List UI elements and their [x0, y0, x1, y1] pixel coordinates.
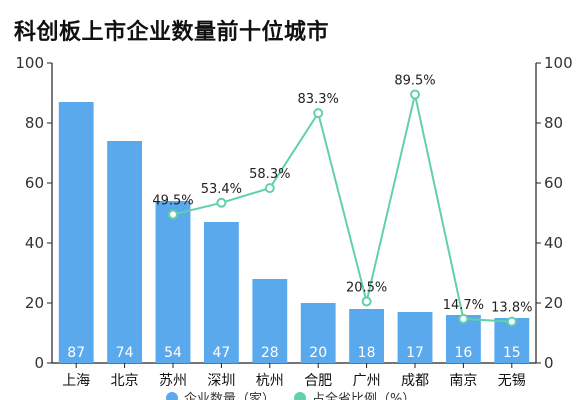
right-tick-label: 80 [544, 114, 563, 132]
left-tick-label: 80 [25, 114, 44, 132]
x-tick-label: 北京 [111, 373, 139, 389]
bar-value-label: 16 [454, 345, 472, 361]
bar-value-label: 18 [358, 345, 376, 361]
legend: 企业数量（家） 占全省比例（%） [166, 391, 415, 400]
bar [155, 201, 191, 363]
right-tick-label: 40 [544, 234, 563, 252]
line-value-label: 53.4% [201, 182, 242, 197]
line-value-label: 13.8% [491, 301, 532, 316]
line-point [410, 89, 420, 100]
x-tick-label: 上海 [62, 373, 90, 389]
bar-value-label: 47 [212, 345, 230, 361]
legend-label-line: 占全省比例（%） [312, 391, 415, 400]
x-tick-label: 南京 [449, 373, 477, 389]
bar-value-label: 15 [503, 345, 521, 361]
line-value-label: 20.5% [346, 281, 387, 296]
bar [349, 309, 385, 363]
right-tick-label: 100 [544, 54, 573, 72]
bar-value-label: 20 [309, 345, 327, 361]
bar-series [58, 102, 530, 363]
line-point [506, 316, 517, 327]
ratio-line [172, 94, 512, 323]
left-tick-label: 0 [34, 354, 44, 372]
right-tick-label: 0 [544, 354, 554, 372]
right-tick-label: 60 [544, 174, 563, 192]
legend-swatch-bar [166, 392, 178, 400]
chart-title: 科创板上市企业数量前十位城市 [14, 20, 330, 45]
x-tick-label: 杭州 [256, 373, 284, 389]
line-point [361, 296, 372, 307]
line-point [264, 183, 275, 194]
data-labels: 87 74 54 47 28 20 18 17 16 15 49.5% 53.4% 58.3% 83.3%… [67, 74, 532, 362]
x-tick-label: 成都 [401, 373, 429, 389]
x-tick-label: 深圳 [207, 373, 235, 389]
bar-value-label: 28 [261, 345, 279, 361]
x-tick-label: 苏州 [159, 373, 187, 389]
bar-value-label: 87 [67, 345, 85, 361]
left-tick-label: 100 [15, 54, 44, 72]
right-tick-label: 20 [544, 294, 563, 312]
line-value-label: 89.5% [394, 74, 435, 89]
bar-value-label: 74 [116, 345, 134, 361]
bar [58, 102, 94, 363]
line-point [458, 313, 469, 324]
line-point [216, 197, 227, 208]
legend-swatch-line [294, 392, 306, 400]
bar-value-label: 17 [406, 345, 424, 361]
line-value-label: 14.7% [443, 298, 484, 313]
left-tick-label: 60 [25, 174, 44, 192]
bar [203, 222, 239, 363]
bar [107, 141, 143, 363]
legend-label-bar: 企业数量（家） [184, 391, 275, 400]
line-value-label: 58.3% [249, 167, 290, 182]
axes: 0 20 40 60 80 100 0 20 40 60 80 100 上海 北京 苏州 深圳 杭州 合肥 广州 成都… [15, 54, 572, 389]
left-tick-label: 40 [25, 234, 44, 252]
line-point [313, 108, 324, 119]
bar [252, 279, 288, 363]
line-series [168, 89, 517, 327]
left-tick-label: 20 [25, 294, 44, 312]
line-value-label: 83.3% [298, 92, 339, 107]
x-tick-label: 合肥 [304, 373, 332, 389]
x-tick-label: 无锡 [498, 373, 526, 389]
bar [300, 303, 336, 363]
bar-value-label: 54 [164, 345, 182, 361]
bar [397, 312, 433, 363]
line-point [168, 209, 178, 220]
line-value-label: 49.5% [152, 194, 193, 209]
x-tick-label: 广州 [353, 373, 381, 389]
